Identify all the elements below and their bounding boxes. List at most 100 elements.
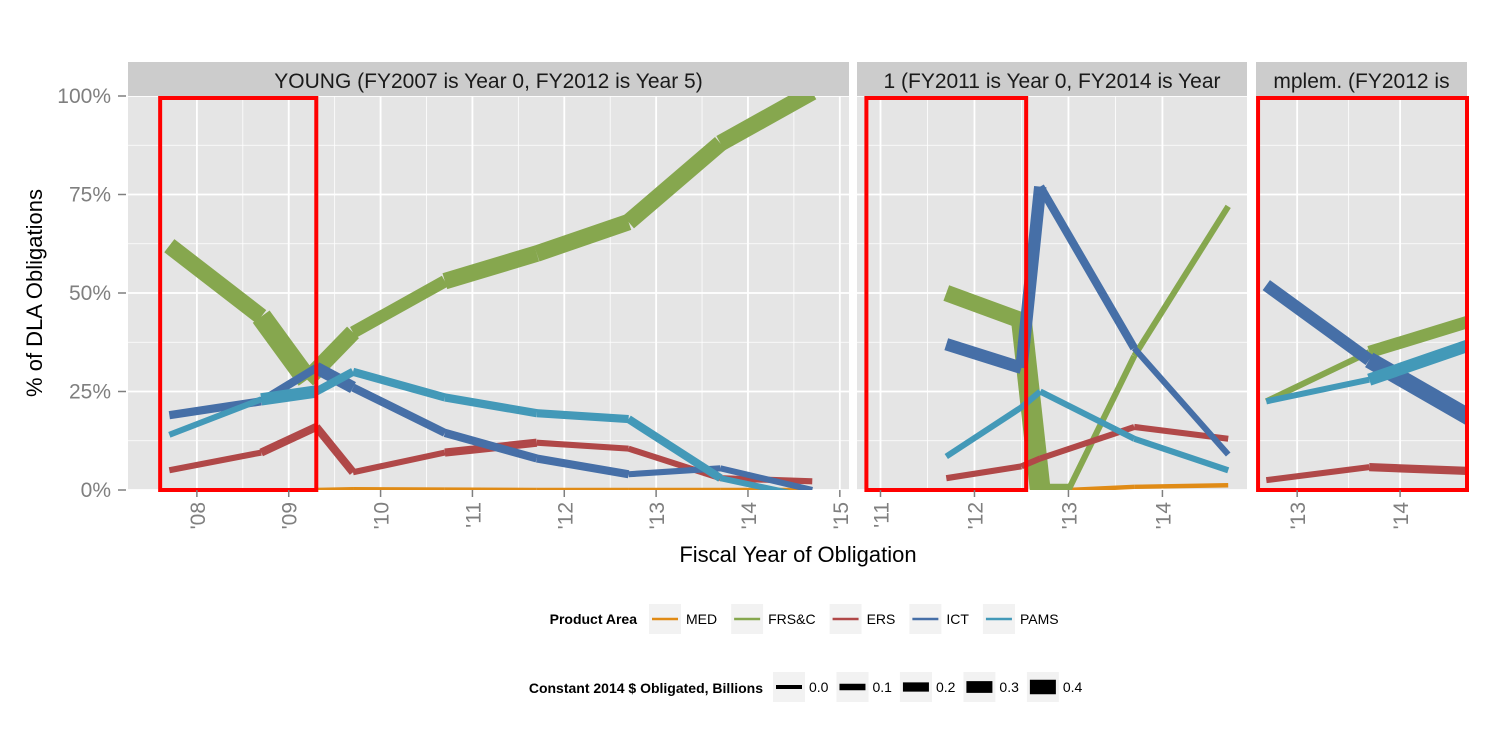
series-segment [252, 310, 316, 386]
grid [1256, 96, 1467, 490]
legend-label: MED [686, 611, 717, 627]
y-tick-label: 75% [69, 184, 111, 207]
legend-item-ict: ICT [909, 604, 969, 634]
x-tick-label: '12 [964, 502, 987, 529]
series-segment [1265, 376, 1370, 405]
size-legend-label: 0.4 [1063, 679, 1083, 695]
x-tick-label: '11 [462, 502, 485, 528]
x-tick-label: '12 [554, 502, 577, 529]
series-segment [1134, 483, 1229, 490]
obligated-size-legend: Constant 2014 $ Obligated, Billions 0.0 0… [529, 672, 1083, 702]
series-frsc [164, 96, 817, 386]
size-legend-label: 0.1 [872, 679, 892, 695]
facet-panel: 1 (FY2011 is Year 0, FY2014 is Year '11 '1… [857, 62, 1247, 529]
series-segment [316, 487, 354, 490]
series-segment [351, 383, 447, 437]
series-frsc [1264, 315, 1467, 405]
series-segment [1038, 388, 1136, 442]
x-tick-label: '14 [738, 502, 761, 530]
legend-label: ERS [867, 611, 896, 627]
series-segment [716, 96, 817, 151]
x-tick-label: '11 [870, 502, 893, 528]
series-ict [168, 362, 813, 490]
product-area-legend-title: Product Area [550, 611, 638, 627]
size-legend-label: 0.0 [809, 679, 829, 695]
series-segment [1131, 204, 1231, 358]
size-legend-item: 0.0 [773, 672, 829, 702]
series-segment [626, 415, 723, 482]
highlight-box [1256, 96, 1470, 492]
series-segment [314, 368, 355, 396]
series-segment [945, 463, 1022, 482]
series-segment [1131, 346, 1231, 457]
x-axis-title: Fiscal Year of Obligation [679, 542, 916, 567]
facet-strip [1256, 62, 1467, 96]
facet-strip [857, 62, 1247, 96]
legend-item-ers: ERS [829, 604, 896, 634]
series-segment [444, 393, 538, 418]
facet-title: YOUNG (FY2007 is Year 0, FY2012 is Year … [274, 70, 702, 93]
series-segment [719, 475, 791, 490]
series-segment [627, 445, 722, 482]
series-segment [1265, 464, 1370, 484]
series-segment [943, 285, 1025, 329]
series-segment [168, 396, 263, 438]
series-segment [1262, 280, 1373, 365]
y-tick-label: 100% [57, 85, 111, 108]
x-tick-label: '13 [1058, 502, 1081, 529]
legend-label: PAMS [1020, 611, 1059, 627]
series-segment [442, 245, 540, 290]
series-segment [1133, 435, 1230, 474]
series-ers [1265, 463, 1467, 484]
series-segment [536, 439, 629, 452]
series-segment [534, 214, 632, 262]
size-legend-item: 0.4 [1026, 672, 1083, 702]
series-segment [1068, 484, 1135, 490]
x-tick-label: '15 [830, 502, 853, 529]
facet-strip [128, 62, 849, 96]
series-segment [313, 424, 357, 475]
legend-item-pams: PAMS [982, 604, 1059, 634]
obligated-size-legend-title: Constant 2014 $ Obligated, Billions [529, 680, 763, 696]
series-segment [944, 338, 1024, 374]
x-tick-label: '10 [371, 502, 394, 529]
grid [857, 96, 1247, 490]
facet-panels: 0% 25% 50% 75% 100% YOUNG (FY2007 is Year 0, … [57, 62, 1470, 530]
size-legend-label: 0.2 [936, 679, 956, 695]
series-segment [623, 136, 726, 229]
size-legend-item: 0.1 [836, 672, 892, 702]
facet-title: mplem. (FY2012 is [1273, 70, 1449, 93]
x-tick-label: '08 [187, 502, 210, 529]
series-layer [164, 96, 817, 490]
series-segment [1367, 339, 1467, 386]
series-segment [443, 428, 538, 463]
series-segment [260, 385, 318, 406]
y-axis-title: % of DLA Obligations [22, 189, 47, 397]
x-tick-label: '14 [1152, 502, 1175, 530]
legend-label: FRS&C [768, 611, 815, 627]
series-segment [350, 275, 448, 338]
y-tick-label: 0% [81, 479, 111, 502]
series-segment [536, 409, 629, 424]
series-segment [168, 449, 262, 474]
series-med [316, 487, 813, 490]
x-tick-label: '14 [1390, 502, 1413, 530]
size-legend-item: 0.3 [963, 672, 1019, 702]
facet-title: 1 (FY2011 is Year 0, FY2014 is Year [883, 70, 1220, 93]
product-area-legend: Product Area MED FRS&C ERS ICT PAMS [550, 604, 1059, 634]
y-tick-label: 25% [69, 381, 111, 404]
series-segment [719, 465, 813, 490]
facet-panel: mplem. (FY2012 is '13 '14 [1256, 62, 1470, 530]
series-segment [1369, 463, 1467, 475]
series-segment [1367, 315, 1467, 359]
size-legend-item: 0.2 [899, 672, 956, 702]
series-ers [168, 423, 813, 485]
highlight-box [158, 96, 319, 492]
legend-item-frsc: FRS&C [731, 604, 816, 634]
series-segment [352, 449, 446, 476]
size-legend-label: 0.3 [999, 679, 1019, 695]
series-med [1068, 483, 1229, 490]
highlight-box [864, 96, 1029, 492]
legend-label: ICT [946, 611, 969, 627]
